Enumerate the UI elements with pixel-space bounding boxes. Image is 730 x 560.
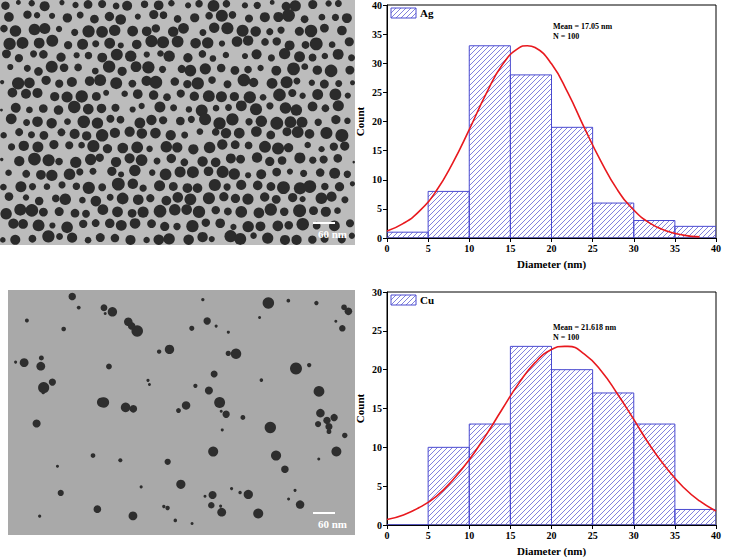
- svg-text:5: 5: [377, 481, 382, 492]
- svg-text:0: 0: [385, 243, 390, 254]
- svg-text:Diameter (nm): Diameter (nm): [517, 545, 586, 558]
- svg-text:35: 35: [670, 530, 680, 541]
- svg-text:Diameter (nm): Diameter (nm): [517, 258, 586, 271]
- svg-text:Count: Count: [354, 106, 366, 136]
- svg-text:15: 15: [372, 145, 382, 156]
- svg-text:10: 10: [372, 174, 382, 185]
- svg-text:Ag: Ag: [420, 7, 434, 19]
- svg-text:10: 10: [464, 243, 474, 254]
- svg-text:25: 25: [588, 243, 598, 254]
- svg-text:0: 0: [377, 520, 382, 531]
- svg-text:10: 10: [464, 530, 474, 541]
- svg-text:40: 40: [372, 0, 382, 11]
- svg-text:40: 40: [711, 530, 721, 541]
- svg-text:20: 20: [547, 243, 557, 254]
- svg-text:40: 40: [711, 243, 721, 254]
- svg-text:30: 30: [629, 243, 639, 254]
- svg-text:25: 25: [588, 530, 598, 541]
- svg-text:15: 15: [505, 530, 515, 541]
- svg-text:25: 25: [372, 325, 382, 336]
- svg-text:30: 30: [629, 530, 639, 541]
- svg-text:20: 20: [372, 364, 382, 375]
- svg-text:15: 15: [505, 243, 515, 254]
- svg-text:Cu: Cu: [420, 294, 434, 306]
- svg-text:20: 20: [547, 530, 557, 541]
- svg-text:15: 15: [372, 403, 382, 414]
- svg-text:35: 35: [670, 243, 680, 254]
- svg-text:5: 5: [377, 203, 382, 214]
- svg-text:30: 30: [372, 58, 382, 69]
- svg-text:60 nm: 60 nm: [318, 518, 347, 530]
- svg-text:Mean = 21.618 nm: Mean = 21.618 nm: [553, 323, 617, 332]
- svg-text:5: 5: [426, 243, 431, 254]
- svg-text:35: 35: [372, 29, 382, 40]
- svg-text:20: 20: [372, 116, 382, 127]
- svg-text:60 nm: 60 nm: [318, 228, 347, 240]
- svg-text:Count: Count: [354, 393, 366, 423]
- svg-text:0: 0: [377, 233, 382, 244]
- svg-text:30: 30: [372, 287, 382, 298]
- svg-text:N = 100: N = 100: [553, 333, 579, 342]
- svg-text:N = 100: N = 100: [553, 32, 579, 41]
- svg-text:0: 0: [385, 530, 390, 541]
- svg-text:10: 10: [372, 442, 382, 453]
- svg-text:Mean = 17.05 nm: Mean = 17.05 nm: [553, 22, 613, 31]
- svg-text:5: 5: [426, 530, 431, 541]
- svg-text:25: 25: [372, 87, 382, 98]
